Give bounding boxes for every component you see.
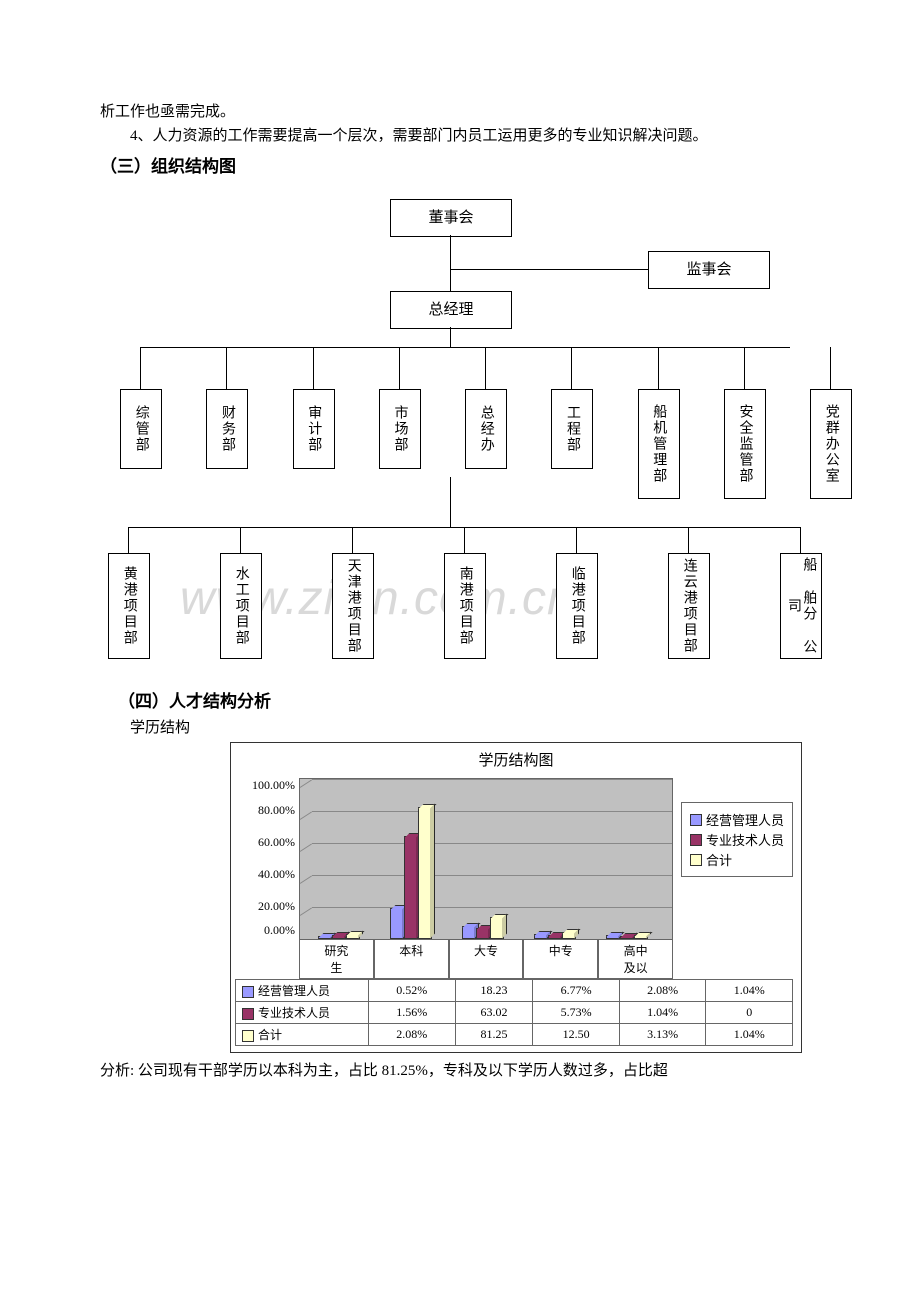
heading-3: （三）组织结构图 xyxy=(100,152,835,177)
bar-1-1 xyxy=(404,836,418,939)
bar-1-4 xyxy=(620,936,634,939)
xlabel-2: 大专 xyxy=(449,940,524,979)
bar-1-3 xyxy=(548,935,562,939)
table-cell-0-3: 2.08% xyxy=(619,980,706,1002)
table-cell-0-1: 18.23 xyxy=(455,980,533,1002)
legend-item-2: 合计 xyxy=(690,850,784,869)
table-cell-1-2: 5.73% xyxy=(533,1002,620,1024)
table-cell-1-3: 1.04% xyxy=(619,1002,706,1024)
para-continuation: 析工作也亟需完成。 xyxy=(100,100,835,124)
plot-area xyxy=(299,778,673,940)
subheading-edu: 学历结构 xyxy=(100,716,835,740)
org-dept-8: 党群办公室 xyxy=(810,389,852,499)
table-rowhdr-2: 合计 xyxy=(236,1024,369,1046)
table-cell-1-1: 63.02 xyxy=(455,1002,533,1024)
table-cell-1-0: 1.56% xyxy=(369,1002,456,1024)
chart-legend: 经营管理人员专业技术人员合计 xyxy=(681,802,793,877)
bar-1-0 xyxy=(332,935,346,939)
bar-2-1 xyxy=(418,807,432,939)
table-rowhdr-1: 专业技术人员 xyxy=(236,1002,369,1024)
org-dept-0: 综管部 xyxy=(120,389,162,469)
table-cell-1-4: 0 xyxy=(706,1002,793,1024)
chart-title: 学历结构图 xyxy=(231,743,801,778)
para-item4: 4、人力资源的工作需要提高一个层次，需要部门内员工运用更多的专业知识解决问题。 xyxy=(100,124,835,148)
y-axis: 100.00%80.00%60.00%40.00%20.00%0.00% xyxy=(235,778,299,938)
table-rowhdr-0: 经营管理人员 xyxy=(236,980,369,1002)
education-chart: 学历结构图 100.00%80.00%60.00%40.00%20.00%0.0… xyxy=(230,742,802,1053)
legend-item-0: 经营管理人员 xyxy=(690,810,784,829)
xlabel-0: 研究生 xyxy=(299,940,374,979)
table-cell-2-0: 2.08% xyxy=(369,1024,456,1046)
org-proj-2: 天津港项目部 xyxy=(332,553,374,659)
bar-2-0 xyxy=(346,934,360,939)
bar-0-3 xyxy=(534,934,548,939)
org-proj-5: 连云港项目部 xyxy=(668,553,710,659)
org-top: 董事会 xyxy=(390,199,512,237)
table-cell-2-1: 81.25 xyxy=(455,1024,533,1046)
xlabel-1: 本科 xyxy=(374,940,449,979)
org-dept-6: 船机管理部 xyxy=(638,389,680,499)
table-cell-0-0: 0.52% xyxy=(369,980,456,1002)
xlabel-3: 中专 xyxy=(523,940,598,979)
bar-2-2 xyxy=(490,917,504,939)
legend-item-1: 专业技术人员 xyxy=(690,830,784,849)
bar-0-2 xyxy=(462,926,476,939)
org-proj-1: 水工项目部 xyxy=(220,553,262,659)
chart-data-table: 经营管理人员0.52%18.236.77%2.08%1.04%专业技术人员1.5… xyxy=(235,979,793,1046)
org-dept-7: 安全监管部 xyxy=(724,389,766,499)
table-cell-2-2: 12.50 xyxy=(533,1024,620,1046)
org-dept-1: 财务部 xyxy=(206,389,248,469)
org-dept-3: 市场部 xyxy=(379,389,421,469)
org-gm: 总经理 xyxy=(390,291,512,329)
xlabel-4: 高中及以 xyxy=(598,940,673,979)
bar-0-4 xyxy=(606,935,620,939)
org-proj-4: 临港项目部 xyxy=(556,553,598,659)
table-cell-0-4: 1.04% xyxy=(706,980,793,1002)
bar-2-3 xyxy=(562,932,576,939)
bar-0-0 xyxy=(318,936,332,939)
org-proj-6: 船 舶分 公司 xyxy=(780,553,822,659)
bar-2-4 xyxy=(634,935,648,939)
table-cell-2-3: 3.13% xyxy=(619,1024,706,1046)
org-dept-2: 审计部 xyxy=(293,389,335,469)
table-cell-2-4: 1.04% xyxy=(706,1024,793,1046)
org-proj-3: 南港项目部 xyxy=(444,553,486,659)
org-chart: www.zikin.com.cn 董事会 监事会 总经理 综管部财务部审计部市场… xyxy=(100,181,835,671)
table-cell-0-2: 6.77% xyxy=(533,980,620,1002)
analysis-para: 分析: 公司现有干部学历以本科为主，占比 81.25%，专科及以下学历人数过多，… xyxy=(100,1059,835,1083)
heading-4: （四）人才结构分析 xyxy=(118,687,835,712)
org-dept-5: 工程部 xyxy=(551,389,593,469)
org-supervisor: 监事会 xyxy=(648,251,770,289)
bar-0-1 xyxy=(390,908,404,939)
bar-1-2 xyxy=(476,928,490,939)
org-proj-0: 黄港项目部 xyxy=(108,553,150,659)
org-dept-4: 总经办 xyxy=(465,389,507,469)
